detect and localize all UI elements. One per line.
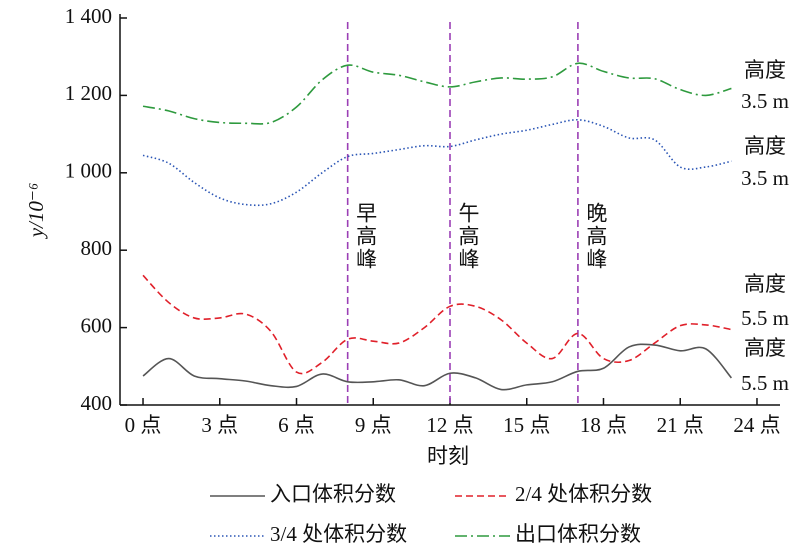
x-tick-label: 24 点 (733, 413, 780, 437)
y-tick-label: 600 (81, 313, 113, 337)
series-line (142, 62, 732, 125)
y-tick-label: 400 (81, 391, 113, 415)
series-line (142, 343, 733, 391)
legend-label: 出口体积分数 (515, 522, 641, 546)
annotation: 3.5 m (741, 166, 789, 190)
annotation: 3.5 m (741, 89, 789, 113)
y-tick-label: 1 200 (65, 81, 112, 105)
x-tick-label: 6 点 (278, 413, 315, 437)
y-axis-label: y/10⁻⁶ (24, 183, 48, 240)
annotation: 高度 (744, 336, 786, 360)
x-tick-label: 21 点 (657, 413, 704, 437)
x-tick-label: 12 点 (426, 413, 473, 437)
series-line (142, 274, 732, 375)
x-tick-label: 9 点 (355, 413, 392, 437)
annotation: 高度 (744, 58, 786, 82)
y-tick-label: 800 (81, 236, 113, 260)
annotation: 5.5 m (741, 371, 789, 395)
x-tick-label: 15 点 (503, 413, 550, 437)
legend-label: 入口体积分数 (270, 482, 396, 506)
annotation: 高度 (744, 272, 786, 296)
series-line (142, 118, 732, 207)
peak-label: 晚高峰 (584, 202, 608, 271)
x-tick-label: 3 点 (201, 413, 238, 437)
x-axis-label: 时刻 (427, 444, 469, 468)
x-tick-label: 18 点 (580, 413, 627, 437)
legend-label: 2/4 处体积分数 (515, 482, 652, 506)
y-tick-label: 1 400 (65, 4, 112, 28)
annotation: 5.5 m (741, 306, 789, 330)
peak-label: 早高峰 (354, 202, 378, 271)
legend-label: 3/4 处体积分数 (270, 522, 407, 546)
y-tick-label: 1 000 (65, 159, 112, 183)
peak-label: 午高峰 (456, 202, 480, 271)
x-tick-label: 0 点 (125, 413, 162, 437)
annotation: 高度 (744, 134, 786, 158)
